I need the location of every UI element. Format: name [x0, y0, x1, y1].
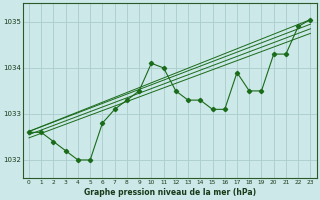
- X-axis label: Graphe pression niveau de la mer (hPa): Graphe pression niveau de la mer (hPa): [84, 188, 256, 197]
